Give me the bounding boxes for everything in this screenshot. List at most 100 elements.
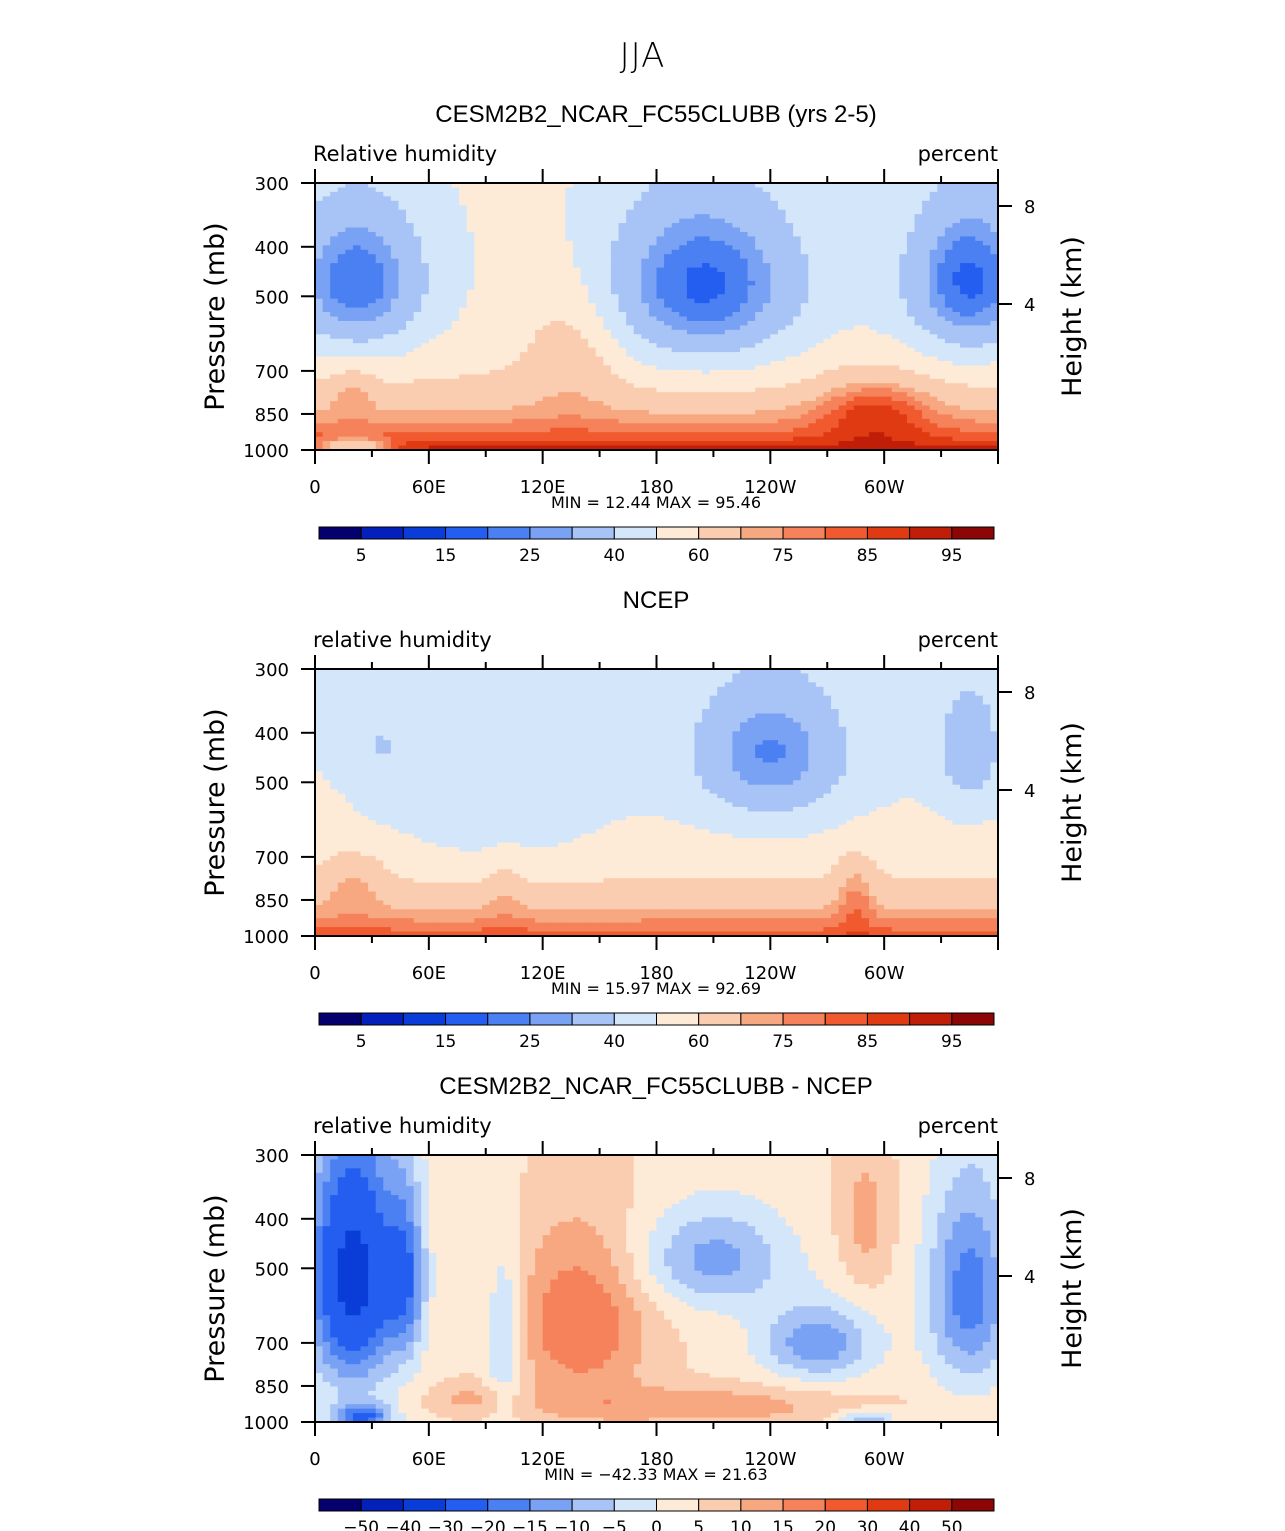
height-tick-label: 4 [1024,295,1035,316]
heatmap-field [315,669,999,937]
x-tick-label: 180 [639,1449,673,1470]
colorbar-label: 5 [693,1518,704,1531]
x-tick-label: 120E [520,963,566,984]
colorbar-label: 5 [356,1032,367,1052]
x-tick-label: 0 [309,963,320,984]
colorbar-label: −10 [554,1518,590,1531]
colorbar-label: 85 [857,1032,879,1052]
y-tick-label: 400 [255,724,289,745]
units-label: percent [918,1114,998,1138]
colorbar-swatch [866,1498,911,1512]
y-tick-label: 300 [255,1146,289,1167]
x-tick-label: 0 [309,477,320,498]
min-max-label: MIN = 12.44 MAX = 95.46 [551,493,761,512]
colorbar-label: −30 [428,1518,464,1531]
colorbar [318,1012,995,1026]
units-label: percent [918,142,998,166]
x-tick-label: 60W [864,477,905,498]
x-tick-label: 60W [864,963,905,984]
colorbar-label: 95 [941,546,963,566]
x-tick-label: 60E [412,477,446,498]
colorbar-swatch [740,1498,784,1512]
colorbar-label: 15 [772,1518,794,1531]
colorbar-swatch [318,1498,362,1512]
colorbar-swatch [360,1498,404,1512]
colorbar-swatch [445,1498,489,1512]
colorbar-label: 40 [603,546,625,566]
min-max-label: MIN = −42.33 MAX = 21.63 [544,1465,767,1484]
colorbar-swatch [824,1498,868,1512]
variable-label: Relative humidity [313,142,497,166]
x-tick-label: 120E [520,477,566,498]
colorbar-label: 15 [435,1032,457,1052]
y-tick-label: 700 [255,1334,289,1355]
colorbar-swatch [951,1012,995,1026]
colorbar-swatch [698,1498,742,1512]
panel-2-title: NCEP [622,587,690,614]
variable-label: relative humidity [313,1114,492,1138]
x-tick-label: 180 [639,477,673,498]
height-tick-label: 8 [1024,197,1035,218]
panel-3-title: CESM2B2_NCAR_FC55CLUBB - NCEP [439,1073,873,1100]
colorbar [318,526,995,540]
x-tick-label: 60W [864,1449,905,1470]
y-tick-label: 500 [255,773,289,794]
colorbar-swatch [909,1498,953,1512]
units-label: percent [918,628,998,652]
colorbar-swatch [571,1498,615,1512]
colorbar-label: 30 [857,1518,879,1531]
colorbar-label: 40 [603,1032,625,1052]
y-tick-label: 1000 [243,441,289,462]
colorbar-label: 20 [814,1518,836,1531]
colorbar-swatch [487,1498,531,1512]
colorbar-label: 75 [772,546,794,566]
height-tick-label: 4 [1024,781,1035,802]
x-tick-label: 60E [412,1449,446,1470]
colorbar-label: 95 [941,1032,963,1052]
colorbar-swatch [613,1498,657,1512]
y-axis-right-title: Height (km) [1057,236,1088,397]
colorbar-label: 50 [941,1518,963,1531]
y-tick-label: 850 [255,1377,289,1398]
colorbar-label: 60 [688,546,710,566]
x-tick-label: 120W [744,963,796,984]
colorbar-label: −15 [512,1518,548,1531]
y-tick-label: 300 [255,660,289,681]
y-axis-right-title: Height (km) [1057,722,1088,883]
y-tick-label: 1000 [243,927,289,948]
colorbar-label: 15 [435,546,457,566]
figure-title: JJA [619,36,666,76]
y-tick-label: 850 [255,405,289,426]
colorbar-label: −40 [385,1518,421,1531]
height-tick-label: 8 [1024,1169,1035,1190]
heatmap-field [315,1155,999,1423]
colorbar-label: 5 [356,546,367,566]
variable-label: relative humidity [313,628,492,652]
y-tick-label: 700 [255,848,289,869]
colorbar-swatch [656,1498,700,1512]
y-axis-right-title: Height (km) [1057,1208,1088,1369]
colorbar-label: 10 [730,1518,752,1531]
y-tick-label: 850 [255,891,289,912]
x-tick-label: 0 [309,1449,320,1470]
colorbar-label: −50 [343,1518,379,1531]
y-tick-label: 700 [255,362,289,383]
y-tick-label: 1000 [243,1413,289,1434]
y-tick-label: 400 [255,1210,289,1231]
colorbar-label: 75 [772,1032,794,1052]
colorbar-label: 0 [651,1518,662,1531]
y-tick-label: 500 [255,1259,289,1280]
x-tick-label: 120W [744,477,796,498]
y-axis-title: Pressure (mb) [200,222,231,410]
y-tick-label: 500 [255,287,289,308]
colorbar-swatch [402,1498,447,1512]
y-tick-label: 400 [255,238,289,259]
min-max-label: MIN = 15.97 MAX = 92.69 [551,979,761,998]
colorbar-label: −20 [470,1518,506,1531]
x-tick-label: 180 [639,963,673,984]
height-tick-label: 8 [1024,683,1035,704]
height-tick-label: 4 [1024,1267,1035,1288]
panel-1-title: CESM2B2_NCAR_FC55CLUBB (yrs 2-5) [435,101,877,128]
